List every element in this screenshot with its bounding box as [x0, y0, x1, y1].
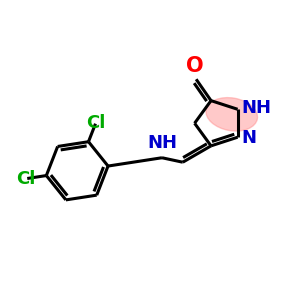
- Ellipse shape: [206, 98, 257, 131]
- Text: Cl: Cl: [16, 170, 36, 188]
- Text: NH: NH: [147, 134, 177, 152]
- Text: O: O: [186, 56, 203, 76]
- Text: N: N: [241, 129, 256, 147]
- Text: NH: NH: [241, 99, 271, 117]
- Text: Cl: Cl: [86, 114, 106, 132]
